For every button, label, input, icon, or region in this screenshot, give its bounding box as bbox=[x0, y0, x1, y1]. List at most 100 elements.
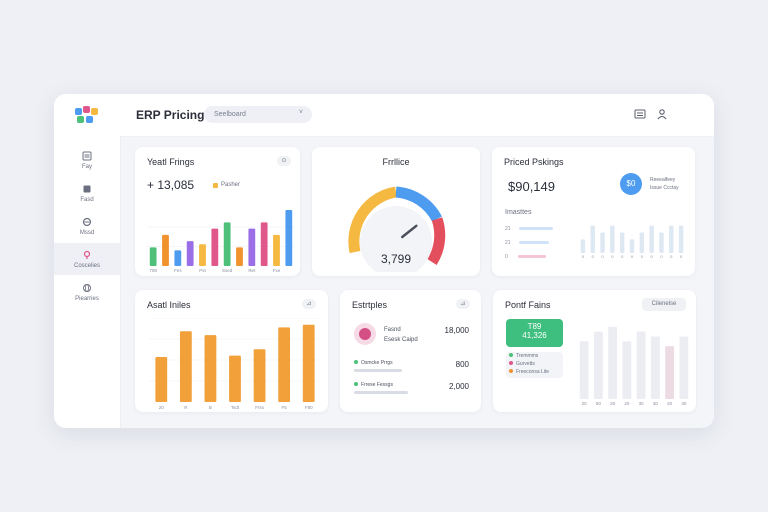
card-menu-button[interactable]: ⊙ bbox=[277, 156, 291, 166]
bar bbox=[622, 341, 632, 399]
row-number: 0 bbox=[505, 254, 508, 260]
tick-label: 20 bbox=[667, 401, 673, 406]
pin-icon bbox=[83, 250, 91, 259]
search-input[interactable]: Seelboard ˅ bbox=[204, 106, 312, 123]
user-icon[interactable] bbox=[656, 108, 668, 120]
app-title: ERP Pricing bbox=[136, 108, 205, 122]
tick-label: B bbox=[209, 405, 212, 410]
sidebar-item-coscelies[interactable]: Coscelies bbox=[54, 243, 120, 275]
item-title: Fasnd bbox=[384, 327, 401, 333]
row-label: 21 bbox=[505, 236, 553, 250]
asset-card: Asatl Iniles ⊿ 20 R B Tsdt Frss F5 F80 bbox=[135, 290, 328, 412]
bar bbox=[278, 327, 291, 402]
tick-label: 708 bbox=[149, 268, 157, 273]
point-card: Pontf Fains Cilenelse T89 41,326 Tremmms… bbox=[493, 290, 696, 412]
refresh-icon bbox=[82, 217, 92, 226]
globe-icon bbox=[83, 283, 91, 292]
progress-bar bbox=[354, 391, 408, 394]
sidebar-item-fasd[interactable]: Fasd bbox=[54, 177, 120, 209]
tick-label: 0 bbox=[582, 254, 585, 259]
sidebar-item-label: Coscelies bbox=[73, 262, 100, 269]
tick-label: 20 bbox=[624, 401, 630, 406]
status-dot bbox=[354, 360, 358, 364]
legend-label: Freeconsa Lite bbox=[516, 369, 550, 375]
bar bbox=[179, 331, 192, 402]
badge-text: Reeealfeey Issue Ccctay bbox=[650, 176, 679, 192]
card-title: Frrllice bbox=[382, 157, 410, 167]
tick-label: R bbox=[184, 405, 188, 410]
tick-label: 20 bbox=[159, 405, 165, 410]
tick-label: 30 bbox=[681, 401, 687, 406]
legend-label: Pasher bbox=[221, 182, 241, 188]
estimate-item-1: Fasnd Esesk Caipd bbox=[384, 325, 418, 345]
tick-label: Fes bbox=[174, 268, 182, 273]
legend-item: Tremmms bbox=[509, 352, 549, 360]
tick-label: 30 bbox=[639, 401, 645, 406]
box-icon bbox=[83, 185, 91, 192]
progress-bar bbox=[354, 369, 402, 372]
sidebar: Fay Fasd Mssd Coscelies Piearries bbox=[54, 94, 121, 428]
filter-button[interactable]: Cilenelse bbox=[642, 298, 686, 311]
row-bar bbox=[518, 241, 549, 245]
tick-label: 20 bbox=[582, 401, 588, 406]
bar bbox=[199, 244, 206, 266]
card-title: Pontf Fains bbox=[505, 300, 551, 310]
bar bbox=[678, 225, 684, 253]
bar bbox=[162, 234, 169, 266]
tick-label: F5 bbox=[282, 405, 288, 410]
bar bbox=[600, 232, 605, 253]
bar bbox=[650, 336, 660, 399]
bar bbox=[229, 355, 241, 402]
item-icon-wrap bbox=[354, 323, 376, 345]
gauge-chart: 3,799 bbox=[348, 186, 446, 272]
bar bbox=[253, 349, 266, 402]
sidebar-item-piearries[interactable]: Piearries bbox=[54, 276, 120, 308]
menu-icon[interactable] bbox=[634, 108, 646, 120]
bar bbox=[679, 336, 689, 399]
status-dot bbox=[354, 382, 358, 386]
legend-swatch bbox=[213, 182, 218, 188]
bar bbox=[223, 222, 231, 266]
legend: Pasher bbox=[213, 182, 240, 188]
yearly-card: Yeatl Frings ⊙ + 13,085 Pasher 708 Fes Pxt… bbox=[135, 147, 300, 276]
bar bbox=[236, 247, 243, 266]
bar bbox=[636, 331, 646, 399]
card-menu-button[interactable]: ⊿ bbox=[456, 299, 470, 309]
tick-label: Ret bbox=[248, 268, 256, 273]
estimate-item-2: Osmcke Prrgs bbox=[354, 360, 402, 372]
legend-label: Gurvetts bbox=[516, 361, 535, 367]
tick-label: 50 bbox=[596, 401, 602, 406]
tick-label: 0 bbox=[660, 254, 663, 259]
priced-card: Priced Pskings $90,149 $0 Reeealfeey Iss… bbox=[492, 147, 695, 276]
tick-label: 0 bbox=[631, 254, 634, 259]
sidebar-item-label: Fasd bbox=[80, 196, 94, 203]
bar bbox=[593, 331, 603, 399]
sidebar-item-mssd[interactable]: Mssd bbox=[54, 210, 120, 242]
bar bbox=[579, 341, 589, 399]
list-icon bbox=[82, 151, 92, 160]
bar bbox=[211, 228, 219, 266]
sidebar-item-fay[interactable]: Fay bbox=[54, 144, 120, 176]
tick-label: 0 bbox=[592, 254, 595, 259]
item-value: 2,000 bbox=[448, 382, 469, 391]
sidebar-item-label: Mssd bbox=[79, 229, 95, 236]
card-menu-button[interactable]: ⊿ bbox=[302, 299, 316, 309]
row-label: 0 bbox=[505, 250, 553, 264]
item-value: 18,000 bbox=[444, 326, 469, 335]
bar bbox=[186, 241, 194, 266]
row-bar bbox=[518, 227, 553, 231]
bar bbox=[590, 225, 595, 253]
priced-bar-chart: 0 0 0 0 0 0 0 0 0 0 0 bbox=[580, 225, 684, 259]
tick-label: Ssed bbox=[222, 268, 233, 273]
row-label: 21 bbox=[505, 222, 553, 236]
card-title: Asatl Iniles bbox=[147, 300, 191, 310]
estimate-item-3: Frrese Fessgs bbox=[354, 382, 408, 394]
bar bbox=[659, 232, 664, 253]
bar bbox=[260, 222, 268, 266]
tick-label: 0 bbox=[611, 254, 614, 259]
gauge-arc-red bbox=[427, 217, 446, 265]
item-sub: Esesk Caipd bbox=[384, 337, 418, 343]
priced-value: $90,149 bbox=[508, 179, 555, 194]
legend-dot bbox=[509, 369, 513, 373]
bar bbox=[649, 225, 654, 253]
